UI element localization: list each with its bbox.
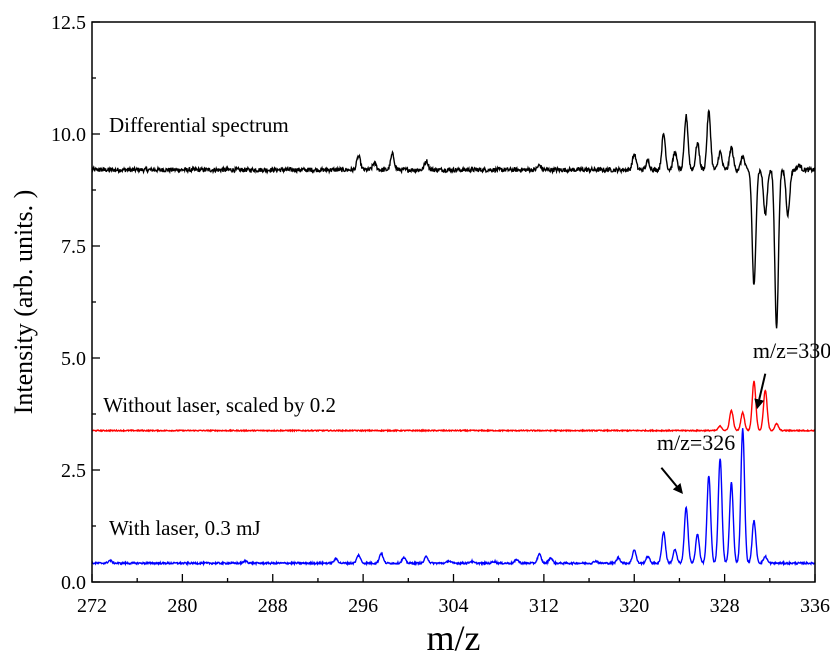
series-label-2: With laser, 0.3 mJ <box>109 516 261 540</box>
x-tick-label: 336 <box>800 595 830 617</box>
peak-annotation-1: m/z=326 <box>657 430 735 455</box>
peak-annotation-0: m/z=330 <box>753 338 830 363</box>
series-line-0 <box>91 108 816 329</box>
x-tick-label: 320 <box>619 595 649 617</box>
x-tick-label: 272 <box>77 595 107 617</box>
series-line-2 <box>91 428 816 567</box>
x-tick-label: 304 <box>439 595 469 617</box>
peak-arrow-1 <box>660 467 683 494</box>
series-label-1: Without laser, scaled by 0.2 <box>103 393 336 417</box>
x-tick-label: 280 <box>167 595 197 617</box>
y-tick-label: 2.5 <box>61 460 86 482</box>
x-tick-label: 288 <box>258 595 288 617</box>
y-tick-label: 5.0 <box>61 348 86 370</box>
x-tick-label: 312 <box>529 595 559 617</box>
x-axis-title: m/z <box>427 618 481 658</box>
y-tick-label: 0.0 <box>61 572 86 594</box>
plot-frame <box>91 21 816 583</box>
y-tick-label: 7.5 <box>61 236 86 258</box>
x-tick-label: 296 <box>348 595 378 617</box>
series-line-1 <box>91 380 816 433</box>
series-label-0: Differential spectrum <box>109 113 289 137</box>
y-tick-label: 12.5 <box>51 12 86 34</box>
y-axis-title: Intensity (arb. units. ) <box>9 190 38 415</box>
x-tick-label: 328 <box>710 595 740 617</box>
peak-arrow-0 <box>754 373 767 410</box>
y-tick-label: 10.0 <box>51 124 86 146</box>
